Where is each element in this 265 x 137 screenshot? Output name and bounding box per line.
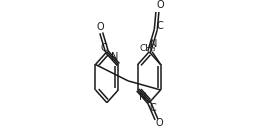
Text: C: C [149, 103, 156, 113]
Text: C: C [101, 43, 107, 53]
Text: CH₃: CH₃ [139, 44, 156, 53]
Text: O: O [96, 22, 104, 32]
Text: C: C [156, 21, 163, 31]
Text: O: O [156, 0, 164, 10]
Text: N: N [139, 92, 146, 102]
Text: N: N [111, 52, 118, 62]
Text: O: O [156, 118, 163, 128]
Text: N: N [150, 39, 158, 49]
